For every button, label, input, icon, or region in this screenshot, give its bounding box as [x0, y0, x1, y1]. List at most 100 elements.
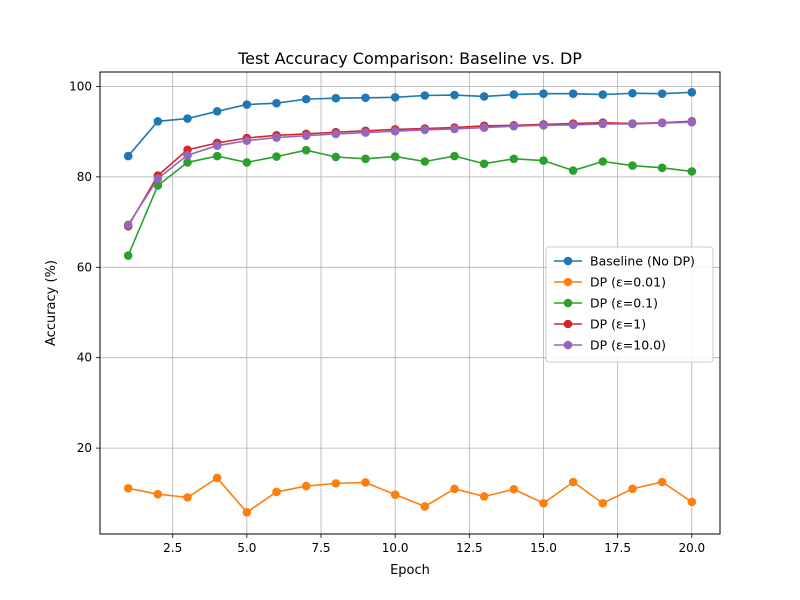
legend-marker	[563, 340, 573, 350]
data-point	[242, 100, 252, 109]
data-point	[183, 493, 192, 502]
y-tick-label: 100	[69, 79, 92, 93]
data-point	[331, 129, 341, 139]
data-point	[598, 90, 608, 99]
data-point	[212, 141, 222, 150]
data-point	[212, 473, 222, 483]
data-point	[687, 497, 697, 507]
x-tick-label: 12.5	[456, 541, 483, 555]
data-point	[539, 121, 548, 130]
data-point	[420, 502, 430, 511]
data-point	[331, 479, 341, 488]
data-point	[450, 151, 459, 161]
data-point	[242, 136, 252, 146]
y-tick-label: 40	[77, 351, 92, 365]
data-point	[242, 508, 252, 517]
data-point	[509, 121, 519, 131]
series-1	[123, 473, 697, 517]
data-point	[390, 93, 400, 102]
legend-item: DP (ε=0.01)	[554, 275, 666, 290]
data-point	[628, 161, 637, 170]
data-point	[272, 98, 281, 108]
legend-item: DP (ε=0.1)	[554, 296, 658, 311]
data-point	[272, 152, 281, 161]
data-point	[479, 492, 489, 501]
data-point	[420, 157, 430, 166]
data-point	[272, 133, 281, 142]
y-tick-label: 80	[77, 170, 92, 184]
data-point	[450, 484, 459, 494]
data-point	[687, 167, 697, 176]
legend-item: Baseline (No DP)	[554, 254, 695, 269]
data-point	[539, 89, 548, 98]
series-4	[123, 117, 697, 230]
data-point	[301, 145, 311, 155]
y-axis-ticks: 20 40 60 80 100	[69, 79, 100, 455]
data-point	[598, 157, 608, 166]
legend-label: DP (ε=0.1)	[590, 296, 658, 311]
legend-marker	[563, 256, 573, 266]
data-point	[361, 478, 370, 487]
x-tick-label: 7.5	[311, 541, 330, 555]
data-point	[123, 151, 133, 161]
data-point	[361, 154, 370, 164]
data-point	[687, 88, 697, 97]
series-line	[127, 149, 692, 256]
data-point	[479, 92, 489, 101]
series-line	[127, 120, 692, 227]
data-point	[212, 107, 222, 116]
data-point	[628, 88, 637, 98]
data-point	[183, 114, 192, 123]
data-point	[123, 220, 133, 230]
data-point	[331, 93, 341, 103]
plot-area	[123, 88, 697, 517]
y-axis-label: Accuracy (%)	[44, 260, 59, 346]
data-point	[657, 89, 667, 98]
legend-label: Baseline (No DP)	[590, 254, 695, 269]
data-point	[509, 90, 519, 99]
legend-label: DP (ε=10.0)	[590, 338, 666, 353]
data-point	[272, 487, 281, 497]
data-point	[450, 124, 459, 134]
data-point	[212, 151, 222, 161]
x-axis-label: Epoch	[390, 563, 430, 578]
chart-title: Test Accuracy Comparison: Baseline vs. D…	[237, 49, 582, 68]
data-point	[479, 123, 489, 132]
data-point	[628, 119, 637, 129]
data-point	[153, 174, 163, 183]
y-tick-label: 60	[77, 260, 92, 274]
x-tick-label: 5.0	[237, 541, 256, 555]
data-point	[361, 93, 370, 103]
legend-item: DP (ε=1)	[554, 317, 646, 332]
legend-marker	[563, 277, 573, 287]
x-tick-label: 15.0	[530, 541, 557, 555]
legend: Baseline (No DP) DP (ε=0.01) DP (ε=0.1) DP …	[545, 246, 714, 363]
data-point	[568, 120, 578, 130]
y-tick-label: 20	[77, 441, 92, 455]
data-point	[390, 490, 400, 499]
data-point	[153, 489, 163, 499]
data-point	[657, 477, 667, 487]
data-point	[331, 152, 341, 162]
data-point	[568, 166, 578, 175]
data-point	[539, 498, 548, 508]
series-line	[127, 91, 692, 157]
x-tick-label: 10.0	[382, 541, 409, 555]
series-line	[127, 121, 692, 226]
data-point	[301, 131, 311, 141]
data-point	[361, 128, 370, 137]
data-point	[420, 91, 430, 100]
data-point	[301, 481, 311, 491]
legend-marker	[563, 319, 573, 329]
data-point	[183, 150, 192, 160]
data-point	[509, 154, 519, 164]
legend-item: DP (ε=10.0)	[554, 338, 666, 353]
data-point	[657, 118, 667, 128]
x-tick-label: 17.5	[604, 541, 631, 555]
data-point	[539, 156, 548, 165]
data-point	[123, 484, 133, 493]
x-axis-ticks: 2.5 5.0 7.5 10.0 12.5 15.0 17.5 20.0	[163, 534, 705, 555]
x-tick-label: 2.5	[163, 541, 182, 555]
data-point	[301, 94, 311, 104]
